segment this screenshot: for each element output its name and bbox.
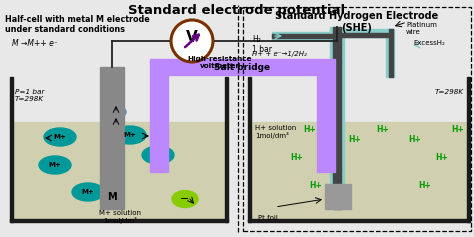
Bar — [467, 77, 470, 222]
Text: ExcessH₂: ExcessH₂ — [413, 40, 445, 46]
Text: M+: M+ — [82, 189, 94, 195]
Text: M+: M+ — [152, 152, 164, 158]
Text: −: − — [180, 194, 190, 204]
Text: H+: H+ — [436, 152, 448, 161]
Text: H+: H+ — [304, 124, 316, 133]
Bar — [272, 32, 334, 40]
Bar — [317, 75, 335, 172]
Circle shape — [171, 20, 213, 62]
Bar — [325, 184, 351, 209]
Bar — [10, 219, 228, 222]
Text: T=298K: T=298K — [435, 89, 464, 95]
Text: Standard Hydrogen Electrode
(SHE): Standard Hydrogen Electrode (SHE) — [275, 11, 438, 33]
Bar — [330, 27, 344, 209]
Bar — [330, 29, 390, 37]
Bar — [333, 27, 341, 209]
Ellipse shape — [142, 146, 174, 164]
Text: Standard electrode potential: Standard electrode potential — [128, 4, 346, 17]
Bar — [333, 33, 389, 37]
Text: H+: H+ — [409, 135, 421, 143]
Ellipse shape — [114, 126, 146, 144]
Ellipse shape — [72, 183, 104, 201]
Text: H+ + e⁻→1/2H₂: H+ + e⁻→1/2H₂ — [252, 51, 307, 57]
Ellipse shape — [39, 156, 71, 174]
Text: H₂
1 bar: H₂ 1 bar — [252, 35, 272, 55]
Bar — [248, 77, 251, 222]
Bar — [225, 77, 228, 222]
Text: High-resistance
voltmeter: High-resistance voltmeter — [188, 56, 252, 69]
Bar — [248, 219, 470, 222]
Text: Salt bridge: Salt bridge — [214, 63, 270, 72]
Bar — [251, 122, 467, 219]
Text: M+ solution
1mol/dm³: M+ solution 1mol/dm³ — [99, 210, 141, 224]
Text: Pt foil: Pt foil — [258, 215, 278, 221]
Text: M+: M+ — [49, 162, 61, 168]
Bar — [13, 122, 225, 219]
Text: M: M — [107, 192, 117, 202]
Text: H+: H+ — [377, 124, 389, 133]
Text: H+: H+ — [452, 124, 465, 133]
Text: H+ solution
1mol/dm³: H+ solution 1mol/dm³ — [255, 125, 296, 139]
Bar — [10, 77, 13, 222]
Ellipse shape — [172, 191, 198, 208]
Ellipse shape — [44, 128, 76, 146]
Bar — [272, 34, 332, 38]
Text: H+: H+ — [310, 181, 322, 190]
Bar — [100, 67, 124, 209]
Bar — [150, 59, 335, 75]
Bar — [389, 29, 393, 77]
Bar — [150, 75, 168, 172]
Text: P=1 bar
T=298K: P=1 bar T=298K — [15, 89, 45, 102]
Text: M+: M+ — [124, 132, 137, 138]
Ellipse shape — [106, 119, 118, 128]
Text: Half-cell with metal M electrode
under standard conditions: Half-cell with metal M electrode under s… — [5, 15, 150, 34]
Text: H+: H+ — [348, 135, 361, 143]
Text: H+: H+ — [291, 152, 303, 161]
Bar — [386, 29, 394, 77]
Text: H+: H+ — [419, 181, 431, 190]
Text: M →M++ e⁻: M →M++ e⁻ — [12, 38, 58, 47]
Text: Platinum
wire: Platinum wire — [406, 22, 437, 35]
Ellipse shape — [114, 108, 126, 117]
Text: M+: M+ — [54, 134, 66, 140]
Text: V: V — [186, 29, 198, 45]
